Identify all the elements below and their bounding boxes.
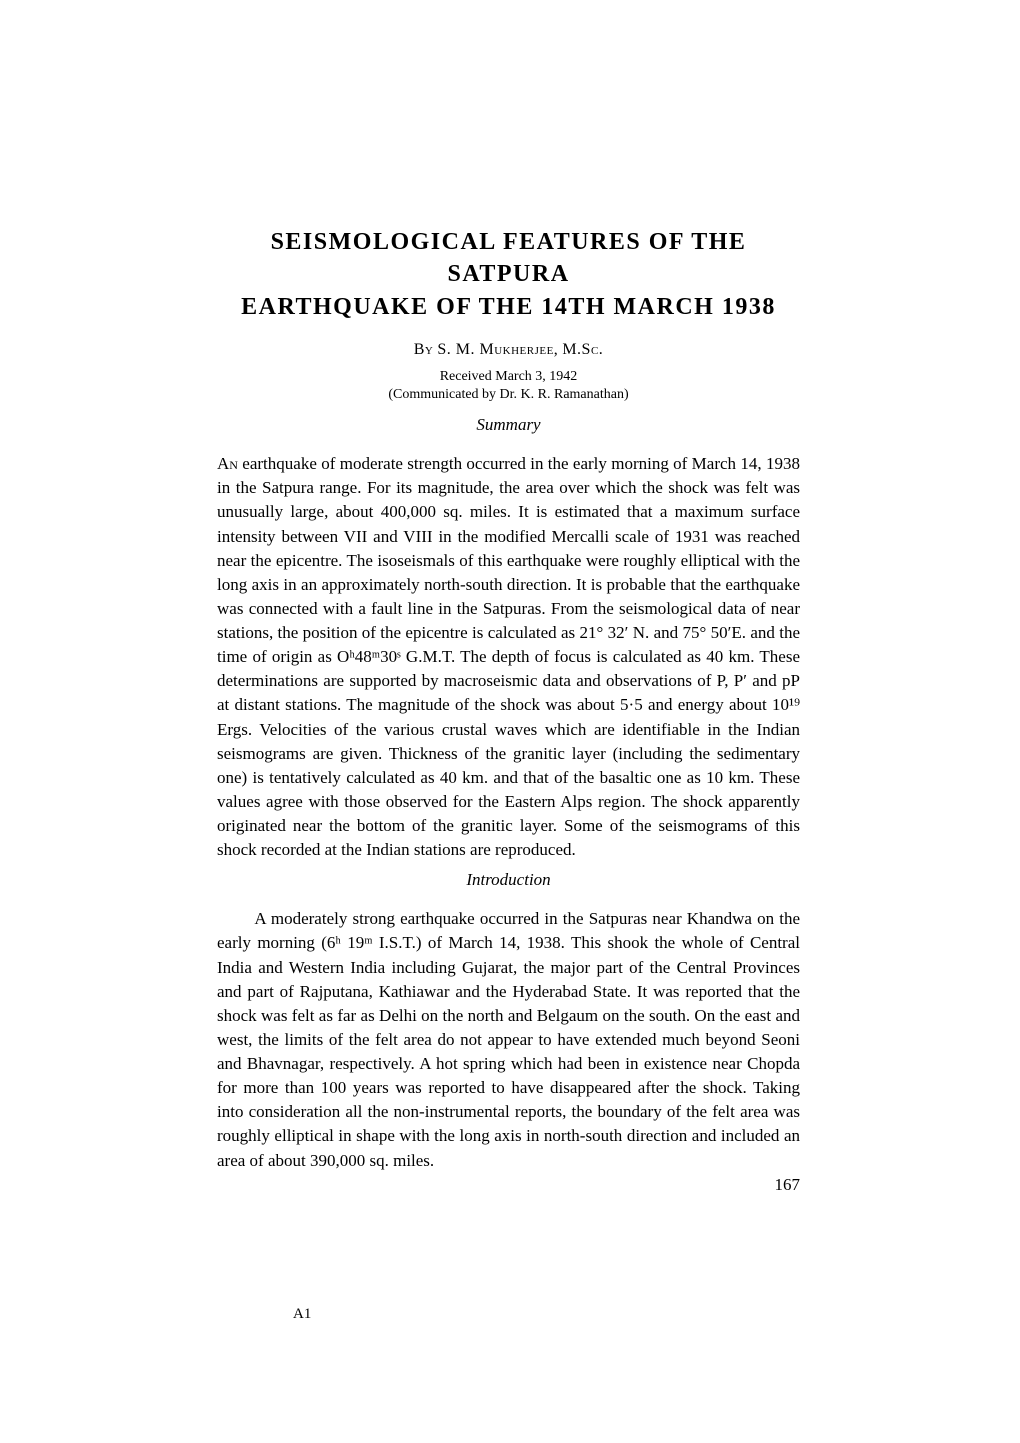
title-line-1: SEISMOLOGICAL FEATURES OF THE SATPURA xyxy=(271,229,747,287)
author-name: S. M. Mukherjee, xyxy=(437,341,558,358)
summary-heading: Summary xyxy=(217,415,800,435)
summary-body: earthquake of moderate strength occurred… xyxy=(217,454,800,859)
page-container: SEISMOLOGICAL FEATURES OF THE SATPURA EA… xyxy=(0,0,1020,1275)
page-number: 167 xyxy=(217,1175,800,1195)
received-line: Received March 3, 1942 xyxy=(217,369,800,385)
footer-mark: A1 xyxy=(293,1306,311,1323)
author-line: By S. M. Mukherjee, M.Sc. xyxy=(217,341,800,359)
article-title: SEISMOLOGICAL FEATURES OF THE SATPURA EA… xyxy=(217,226,800,323)
title-line-2: EARTHQUAKE OF THE 14TH MARCH 1938 xyxy=(241,294,776,320)
summary-lead: An xyxy=(217,454,238,473)
introduction-paragraph: A moderately strong earthquake occurred … xyxy=(217,907,800,1172)
introduction-heading: Introduction xyxy=(217,870,800,890)
communicated-line: (Communicated by Dr. K. R. Ramanathan) xyxy=(217,387,800,403)
summary-paragraph: An earthquake of moderate strength occur… xyxy=(217,452,800,862)
author-degree: M.Sc. xyxy=(562,341,603,358)
author-by: By xyxy=(414,341,434,358)
